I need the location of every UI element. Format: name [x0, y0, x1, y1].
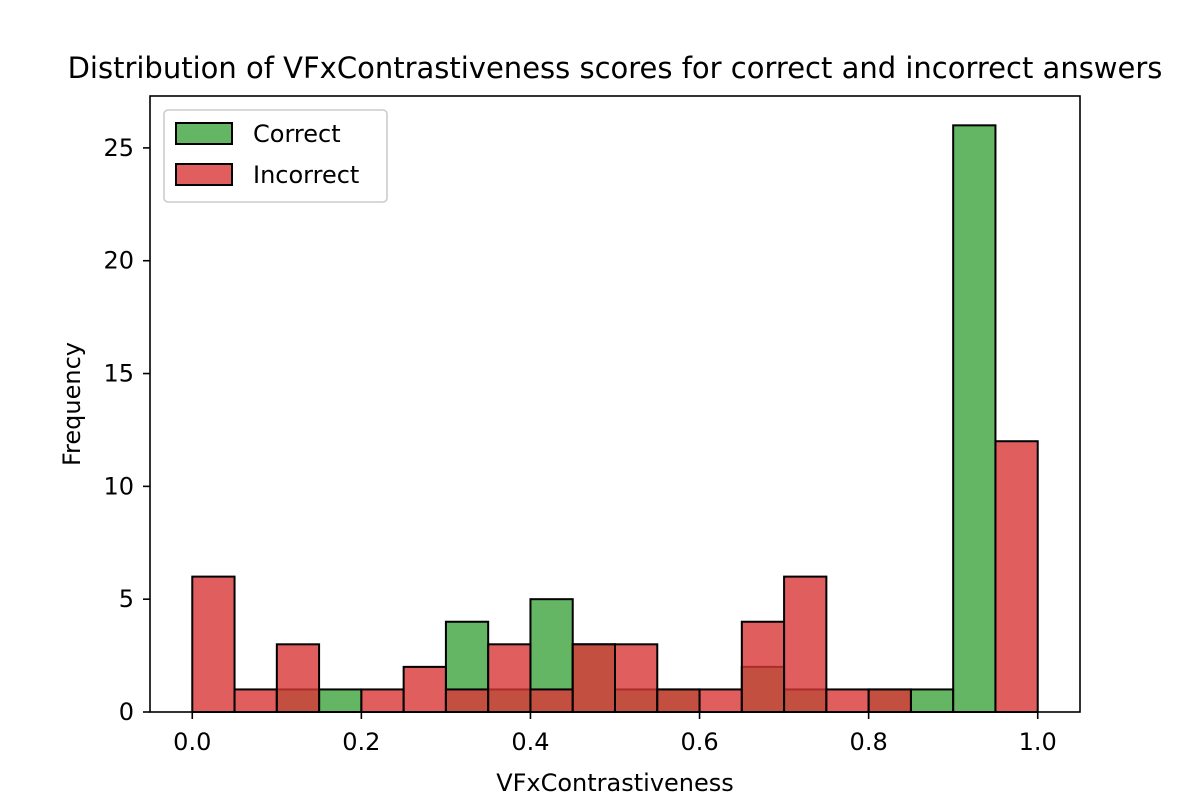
x-tick-label: 0.0	[173, 728, 211, 756]
x-tick-label: 1.0	[1019, 728, 1057, 756]
bar-incorrect-bin-1	[233, 688, 278, 714]
bar-incorrect-bin-13	[740, 620, 786, 713]
legend-label-incorrect: Incorrect	[253, 161, 359, 189]
bar-incorrect-bin-8	[529, 688, 574, 714]
bar-incorrect-bin-12	[698, 688, 743, 714]
bar-incorrect-bin-19	[994, 440, 1039, 713]
y-tick-label: 0	[119, 698, 134, 726]
bar-correct-bin-17	[909, 688, 955, 714]
bars-layer	[191, 124, 1039, 714]
x-tick-label: 0.4	[511, 728, 549, 756]
x-tick-label: 0.6	[680, 728, 718, 756]
legend: Correct Incorrect	[163, 109, 388, 203]
bar-incorrect-bin-14	[783, 575, 828, 713]
bar-incorrect-bin-9	[571, 643, 617, 713]
plot-frame	[149, 95, 1081, 713]
y-tick-label: 10	[103, 472, 134, 500]
ticks-layer: 0.0 0.2 0.4 0.6 0.8 1.0 0 5 10 15 20 25	[103, 134, 1056, 756]
y-tick-label: 25	[103, 134, 134, 162]
bar-correct-bin-18	[952, 124, 997, 714]
bar-incorrect-bin-0	[191, 575, 236, 713]
legend-label-correct: Correct	[253, 120, 341, 148]
y-tick-label: 15	[103, 360, 134, 388]
bar-incorrect-bin-16	[867, 688, 912, 714]
legend-swatch-incorrect	[175, 163, 233, 186]
y-tick-label: 20	[103, 247, 134, 275]
x-axis-title: VFxContrastiveness	[496, 769, 734, 797]
bar-correct-bin-3	[318, 688, 363, 714]
bar-incorrect-bin-6	[444, 688, 490, 714]
x-tick-label: 0.2	[342, 728, 380, 756]
chart-title: Distribution of VFxContrastiveness score…	[68, 51, 1163, 85]
bar-incorrect-bin-7	[487, 643, 532, 713]
bar-incorrect-bin-4	[360, 688, 405, 714]
y-axis-title: Frequency	[58, 342, 86, 466]
bar-incorrect-bin-15	[825, 688, 870, 714]
x-tick-label: 0.8	[850, 728, 888, 756]
y-tick-label: 5	[119, 585, 134, 613]
bar-incorrect-bin-2	[275, 643, 321, 713]
bar-incorrect-bin-11	[656, 688, 701, 714]
bar-incorrect-bin-5	[402, 665, 447, 713]
legend-swatch-correct	[175, 122, 233, 145]
bar-incorrect-bin-10	[614, 643, 659, 713]
